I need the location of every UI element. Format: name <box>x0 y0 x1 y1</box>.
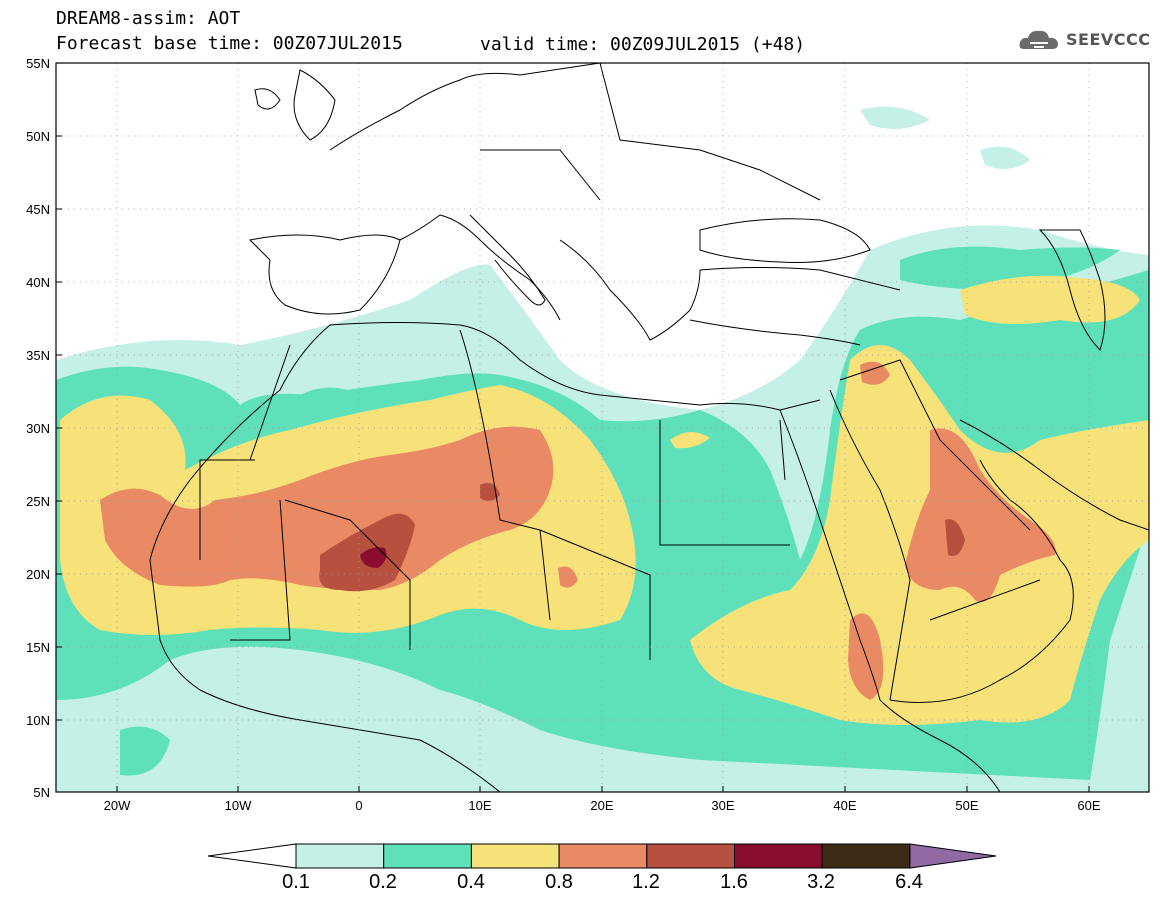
cloud-logo-icon <box>1019 30 1058 49</box>
lat-label: 45N <box>26 202 50 217</box>
lon-label: 60E <box>1077 798 1100 813</box>
logo-text: SEEVCCC <box>1066 30 1151 49</box>
lon-label: 40E <box>833 798 856 813</box>
aot-level-0.8 <box>100 426 554 590</box>
graticule <box>56 63 1149 792</box>
aot-field <box>56 63 1149 792</box>
lat-label: 50N <box>26 129 50 144</box>
lon-label: 20E <box>590 798 613 813</box>
lat-label: 10N <box>26 713 50 728</box>
colorbar-cell <box>207 843 297 869</box>
map-title: DREAM8-assim: AOT <box>56 8 241 29</box>
colorbar-cell <box>295 843 385 869</box>
lat-label: 55N <box>26 56 50 71</box>
lon-label: 10W <box>225 798 252 813</box>
colorbar-label: 6.4 <box>895 871 923 893</box>
colorbar-label: 0.2 <box>369 871 397 893</box>
colorbar <box>207 843 997 869</box>
lon-label: 20W <box>104 798 131 813</box>
coastlines <box>149 63 1149 792</box>
colorbar-label: 0.1 <box>282 871 310 893</box>
valid-time: valid time: 00Z09JUL2015 (+48) <box>480 34 806 55</box>
colorbar-cell <box>734 843 823 869</box>
longitude-labels: 20W 10W 0 10E 20E 30E 40E 50E 60E <box>104 798 1101 813</box>
lat-label: 30N <box>26 421 50 436</box>
colorbar-cell <box>909 843 997 869</box>
lat-label: 35N <box>26 348 50 363</box>
lat-label: 40N <box>26 275 50 290</box>
colorbar-cell <box>383 843 472 869</box>
lat-label: 20N <box>26 567 50 582</box>
colorbar-label: 1.2 <box>632 871 660 893</box>
colorbar-label: 1.6 <box>720 871 748 893</box>
colorbar-label: 0.8 <box>545 871 573 893</box>
lon-label: 50E <box>955 798 978 813</box>
colorbar-cell <box>821 843 911 869</box>
aot-level-1.6 <box>360 547 387 568</box>
lat-label: 5N <box>33 785 50 800</box>
lon-label: 0 <box>355 798 362 813</box>
colorbar-cell <box>558 843 648 869</box>
lat-label: 15N <box>26 640 50 655</box>
lon-label: 10E <box>468 798 491 813</box>
lat-label: 25N <box>26 494 50 509</box>
colorbar-cell <box>646 843 735 869</box>
forecast-base-time: Forecast base time: 00Z07JUL2015 <box>56 33 403 54</box>
latitude-labels: 55N 50N 45N 40N 35N 30N 25N 20N 15N 10N … <box>26 56 50 800</box>
colorbar-label: 0.4 <box>457 871 485 893</box>
lon-label: 30E <box>711 798 734 813</box>
colorbar-cell <box>470 843 560 869</box>
colorbar-label: 3.2 <box>807 871 835 893</box>
